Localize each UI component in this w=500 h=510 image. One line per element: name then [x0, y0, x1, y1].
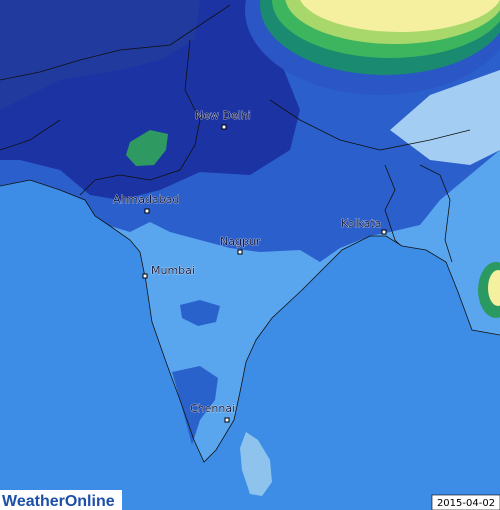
city-label: New Delhi [195, 109, 251, 122]
region-mid [180, 300, 220, 326]
city-marker [142, 273, 148, 279]
date-box [431, 494, 500, 510]
region-mid [172, 366, 218, 445]
band [488, 270, 500, 306]
date: 2015-04-02 [437, 498, 495, 509]
city-marker [144, 208, 150, 214]
city-marker [221, 124, 227, 130]
logo: WeatherOnline [2, 493, 115, 510]
city-label: Ahmadabad [113, 193, 179, 206]
city-label: Mumbai [151, 264, 195, 277]
city-marker [237, 249, 243, 255]
region-green [126, 130, 168, 166]
coastline [0, 179, 500, 463]
city-label: Nagpur [220, 235, 261, 248]
city-label: Kolkata [341, 217, 381, 230]
city-marker [224, 417, 230, 423]
border [0, 4, 471, 263]
region-light [390, 70, 500, 165]
city-label: Chennai [190, 402, 235, 415]
island [240, 432, 272, 496]
band [300, 0, 500, 32]
logo-bg [0, 490, 122, 510]
city-marker [381, 229, 387, 235]
